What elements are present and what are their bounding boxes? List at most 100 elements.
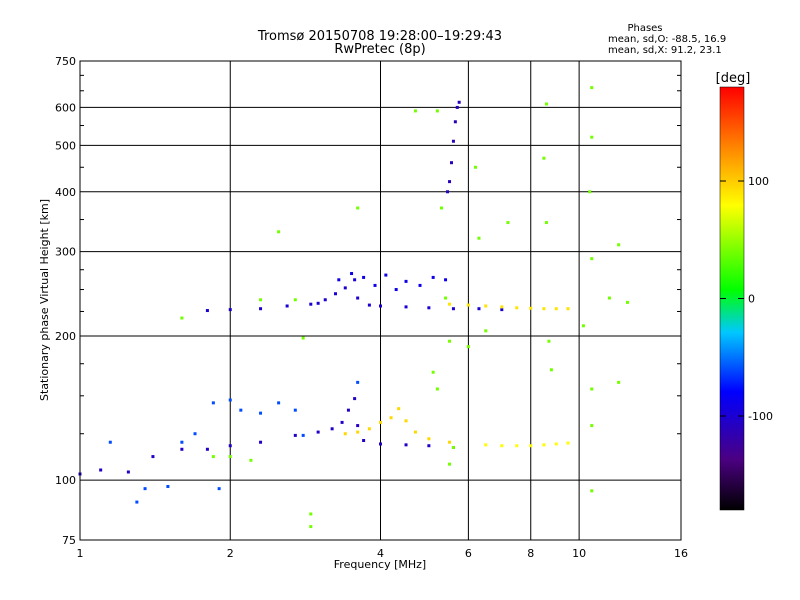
data-point [554,307,558,311]
x-tick-label: 4 [377,547,384,560]
data-point [588,190,592,194]
data-point [356,296,360,300]
data-point [427,444,431,448]
data-point [542,443,546,447]
data-point [590,257,594,261]
data-point [617,243,621,247]
data-point [337,278,341,282]
x-tick-label: 8 [527,547,534,560]
data-point [590,387,594,391]
data-point [544,221,548,225]
data-point [389,416,393,420]
data-point [453,120,457,124]
data-point [590,86,594,90]
data-point [440,206,444,210]
stats-x-line: mean, sd,X: 91.2, 23.1 [608,45,722,56]
data-point [343,432,347,436]
data-point [590,424,594,428]
data-point [356,206,360,210]
data-point [143,487,147,491]
data-point [448,339,452,343]
data-point [448,440,452,444]
grid-lines [80,61,681,540]
data-point [590,489,594,493]
data-point [249,458,253,462]
data-point [455,105,459,109]
data-point [356,424,360,428]
data-point [301,433,305,437]
y-tick-label: 300 [55,246,76,259]
colorbar-tick-label: 100 [748,175,769,188]
data-point [180,440,184,444]
data-point [259,440,263,444]
data-point [367,427,371,431]
data-point [205,447,209,451]
data-point [353,397,357,401]
data-point [451,445,455,449]
data-point [500,308,504,312]
data-point [259,298,263,302]
data-point [566,441,570,445]
colorbar-label: [deg] [716,71,751,86]
data-point [323,298,327,302]
data-point [394,288,398,292]
data-point [228,398,232,402]
data-point [373,283,377,287]
colorbar-tick-label: -100 [748,410,773,423]
chart-title: Tromsø 20150708 19:28:00–19:29:43 [257,29,502,44]
data-point [466,303,470,307]
y-tick-label: 750 [55,55,76,68]
data-point [343,286,347,290]
stats-o-line: mean, sd,O: -88.5, 16.9 [608,34,726,45]
data-point [413,109,417,113]
y-tick-label: 600 [55,101,76,114]
data-point [166,484,170,488]
data-point [477,236,481,240]
data-point [379,442,382,446]
data-point [228,455,232,459]
data-point [301,336,305,340]
data-point [404,443,408,447]
y-tick-label: 500 [55,139,76,152]
data-point [99,468,103,472]
data-point [529,306,533,310]
data-point [316,430,320,434]
data-point [135,500,139,504]
data-point [340,420,344,424]
data-point [484,443,488,447]
data-point [259,307,263,311]
data-point [444,278,448,282]
data-point [211,401,215,405]
data-point [384,273,388,277]
data-point [228,444,232,448]
data-point [427,437,431,441]
data-point [193,432,197,436]
data-point [309,525,313,529]
data-point [484,304,488,308]
data-point [446,190,450,194]
data-point [484,329,488,333]
data-point [427,306,431,310]
data-point [362,275,366,279]
x-tick-label: 2 [227,547,234,560]
data-point [277,401,281,405]
data-point [293,408,297,412]
data-point [566,307,570,311]
data-point [330,427,334,431]
data-point [285,304,289,308]
colorbar-ticks: 100 0 -100 [720,175,773,423]
data-point [435,387,439,391]
y-tick-label: 400 [55,186,76,199]
data-point [379,420,382,424]
data-point [448,302,452,306]
data-point [404,419,408,423]
data-point [448,180,452,184]
data-point [228,308,232,312]
data-point [362,439,366,443]
data-point [239,408,243,412]
data-point [451,139,455,143]
data-point [293,433,297,437]
data-point [449,161,453,165]
colorbar-tick-label: 0 [748,293,755,306]
